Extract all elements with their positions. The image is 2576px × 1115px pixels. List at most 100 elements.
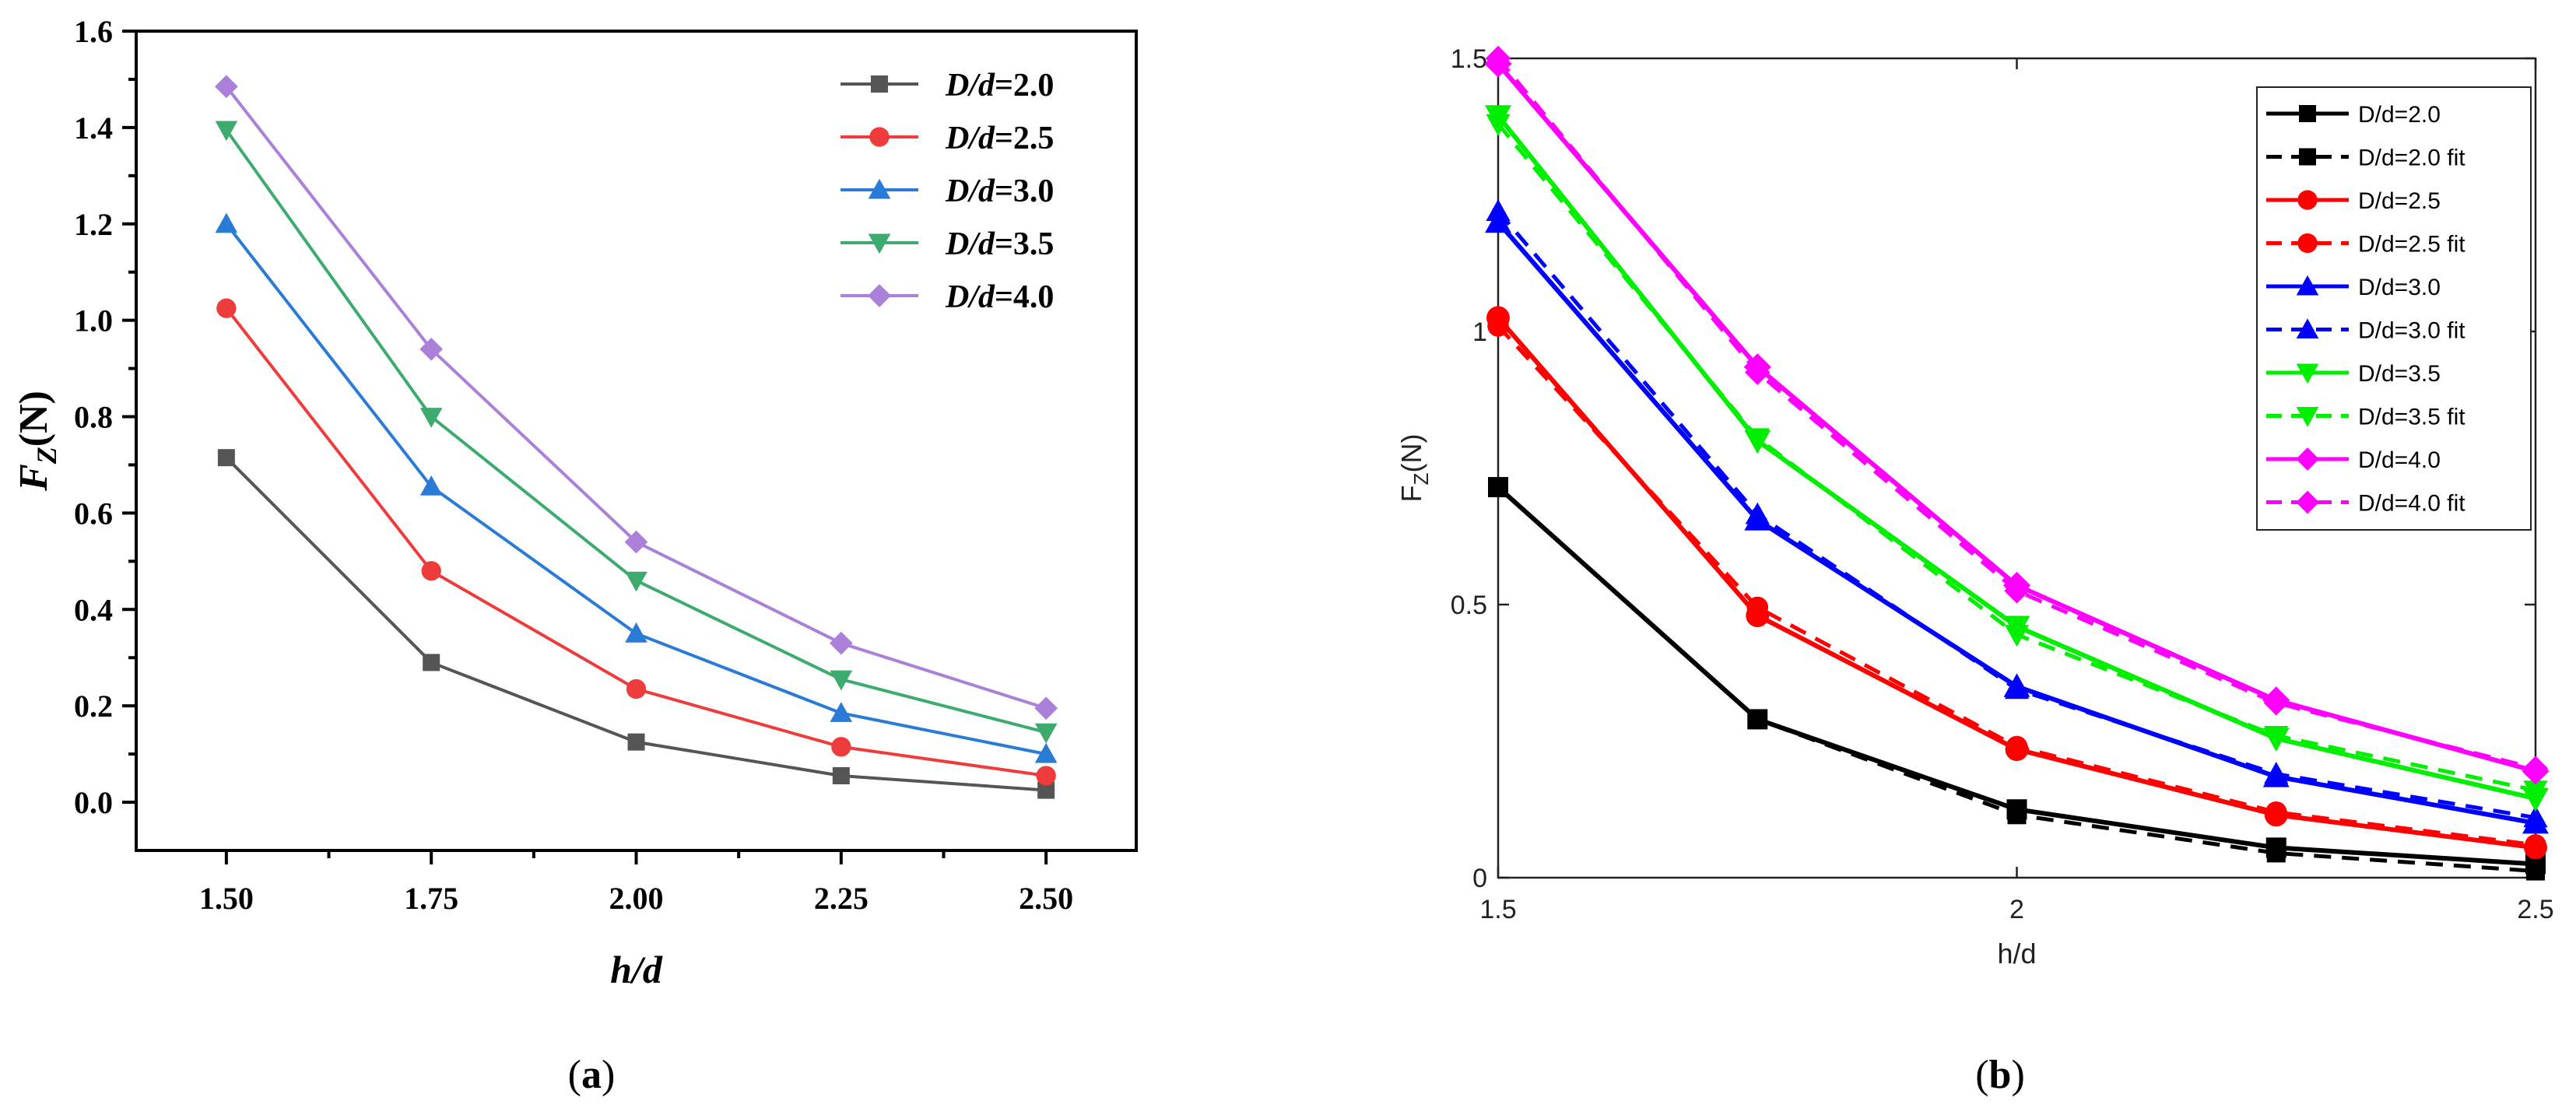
data-point-b <box>1486 114 1511 136</box>
y-label-sub-b: Z <box>1409 472 1433 485</box>
y-axis-label-a: FZ(N) <box>12 391 62 492</box>
series-a-D/d=3.5 <box>215 121 1058 744</box>
panel-letter-a: a <box>581 1053 602 1097</box>
data-point-a <box>832 766 850 784</box>
data-point-b <box>1746 596 1769 619</box>
legend-label-a: D/d=2.0 <box>945 68 1054 103</box>
y-label-sub-a: Z <box>31 447 62 465</box>
legend-marker-b <box>2296 490 2319 514</box>
legend-entry-b: D/d=2.0 <box>2266 102 2441 128</box>
y-tick-label-a: 1.0 <box>74 303 113 338</box>
y-tick-label-b: 0 <box>1472 864 1487 893</box>
x-tick-label-a: 1.50 <box>199 881 254 916</box>
data-point-a <box>1037 781 1055 799</box>
data-point-b <box>1745 359 1771 385</box>
y-tick-label-a: 1.6 <box>74 14 113 49</box>
y-tick-label-a: 1.2 <box>74 207 113 242</box>
data-point-a <box>419 337 444 361</box>
data-point-b <box>1745 428 1770 451</box>
series-b-D/d=3.0 fit <box>1486 198 2548 828</box>
data-point-a <box>625 571 648 592</box>
data-point-b <box>1485 45 1511 72</box>
legend-marker-b <box>2297 190 2318 210</box>
data-point-a <box>216 298 237 318</box>
legend-entry-b: D/d=2.5 fit <box>2266 232 2465 258</box>
legend-entry-b: D/d=3.0 <box>2266 275 2441 300</box>
data-point-b <box>2263 690 2289 716</box>
legend-entry-b: D/d=2.5 <box>2266 188 2441 214</box>
data-point-b <box>2007 805 2027 825</box>
x-tick-label-a: 1.75 <box>404 881 458 916</box>
series-b-D/d=2.5 fit <box>1487 315 2546 856</box>
data-point-a <box>627 733 645 751</box>
series-a-D/d=4.0 <box>215 75 1058 721</box>
data-point-b <box>2523 805 2548 828</box>
y-tick-label-a: 0.6 <box>74 496 113 531</box>
legend-entry-b: D/d=4.0 fit <box>2266 491 2465 517</box>
legend-label-b: D/d=4.0 fit <box>2358 491 2465 517</box>
legend-label-a: D/d=3.5 <box>945 226 1054 262</box>
data-point-a <box>626 678 647 700</box>
series-a-D/d=2.5 <box>216 298 1056 786</box>
y-tick-label-a: 0.0 <box>74 785 113 820</box>
y-label-tail-b: (N) <box>1395 434 1427 473</box>
data-point-b <box>2264 762 2289 784</box>
legend-label-b: D/d=2.5 <box>2358 188 2441 214</box>
data-point-a <box>421 561 441 581</box>
x-tick-label-b: 2 <box>2009 895 2024 924</box>
x-tick-label-b: 2.5 <box>2517 895 2553 924</box>
data-point-a <box>419 475 443 496</box>
legend-label-rest-a: =4.0 <box>995 279 1054 315</box>
legend-label-b: D/d=3.0 <box>2358 275 2441 300</box>
legend-label-b: D/d=3.5 <box>2358 361 2441 387</box>
data-point-a <box>1034 742 1058 763</box>
series-b-D/d=3.5 fit <box>1486 114 2548 803</box>
legend-label-b: D/d=2.0 fit <box>2358 146 2465 171</box>
data-point-b <box>1486 198 1511 222</box>
legend-marker-b <box>2296 363 2319 384</box>
legend-marker-a <box>868 233 891 254</box>
data-point-b <box>2526 861 2545 881</box>
legend-label-italic-a: D/d <box>945 68 995 103</box>
data-point-b <box>2004 677 2030 700</box>
legend-marker-b <box>2299 148 2316 166</box>
legend-marker-a <box>869 127 890 147</box>
data-point-a <box>1034 696 1058 721</box>
legend-marker-b <box>2299 105 2316 122</box>
legend-marker-b <box>2296 318 2319 338</box>
y-tick-label-a: 1.4 <box>74 110 113 146</box>
y-label-tail-a: (N) <box>12 391 56 447</box>
series-b-D/d=2.0 fit <box>1489 478 2545 881</box>
legend-label-b: D/d=3.5 fit <box>2358 405 2465 430</box>
data-point-a <box>215 121 238 142</box>
chart-panel-b: 1.5 2 2.5 0 0.5 1 1.5 h/d FZ(N) D/d=2.0 D/d=2.0 fi… <box>1395 44 2554 1097</box>
legend-entry-a: D/d=3.0 <box>841 174 1054 209</box>
data-point-b <box>2264 726 2289 749</box>
legend-entry-b: D/d=2.0 fit <box>2266 146 2465 171</box>
data-point-a <box>830 670 853 691</box>
legend-label-rest-a: =2.0 <box>995 68 1054 103</box>
y-tick-label-b: 1 <box>1472 317 1487 347</box>
data-point-a <box>215 212 238 233</box>
data-point-a <box>831 737 851 757</box>
legend-marker-b <box>2296 275 2319 296</box>
data-point-b <box>2265 801 2287 823</box>
x-tick-label-a: 2.00 <box>609 881 664 916</box>
legend-entry-b: D/d=4.0 <box>2266 447 2441 473</box>
x-axis-label-a: h/d <box>610 948 663 991</box>
legend-marker-b <box>2296 407 2319 427</box>
panel-paren-open-b: ( <box>1975 1053 1988 1097</box>
data-point-b <box>2004 578 2030 604</box>
y-tick-label-b: 0.5 <box>1451 591 1487 620</box>
legend-entry-b: D/d=3.5 fit <box>2266 405 2465 430</box>
panel-label-a: (a) <box>568 1053 616 1097</box>
y-label-main-a: F <box>12 464 56 492</box>
legend-entry-b: D/d=3.0 fit <box>2266 318 2465 344</box>
data-point-b <box>2525 834 2546 856</box>
data-point-b <box>2004 625 2030 647</box>
data-point-b <box>2522 756 2549 781</box>
legend-label-b: D/d=3.0 fit <box>2358 318 2465 344</box>
data-point-b <box>1489 478 1507 497</box>
data-point-b <box>2266 843 2286 863</box>
